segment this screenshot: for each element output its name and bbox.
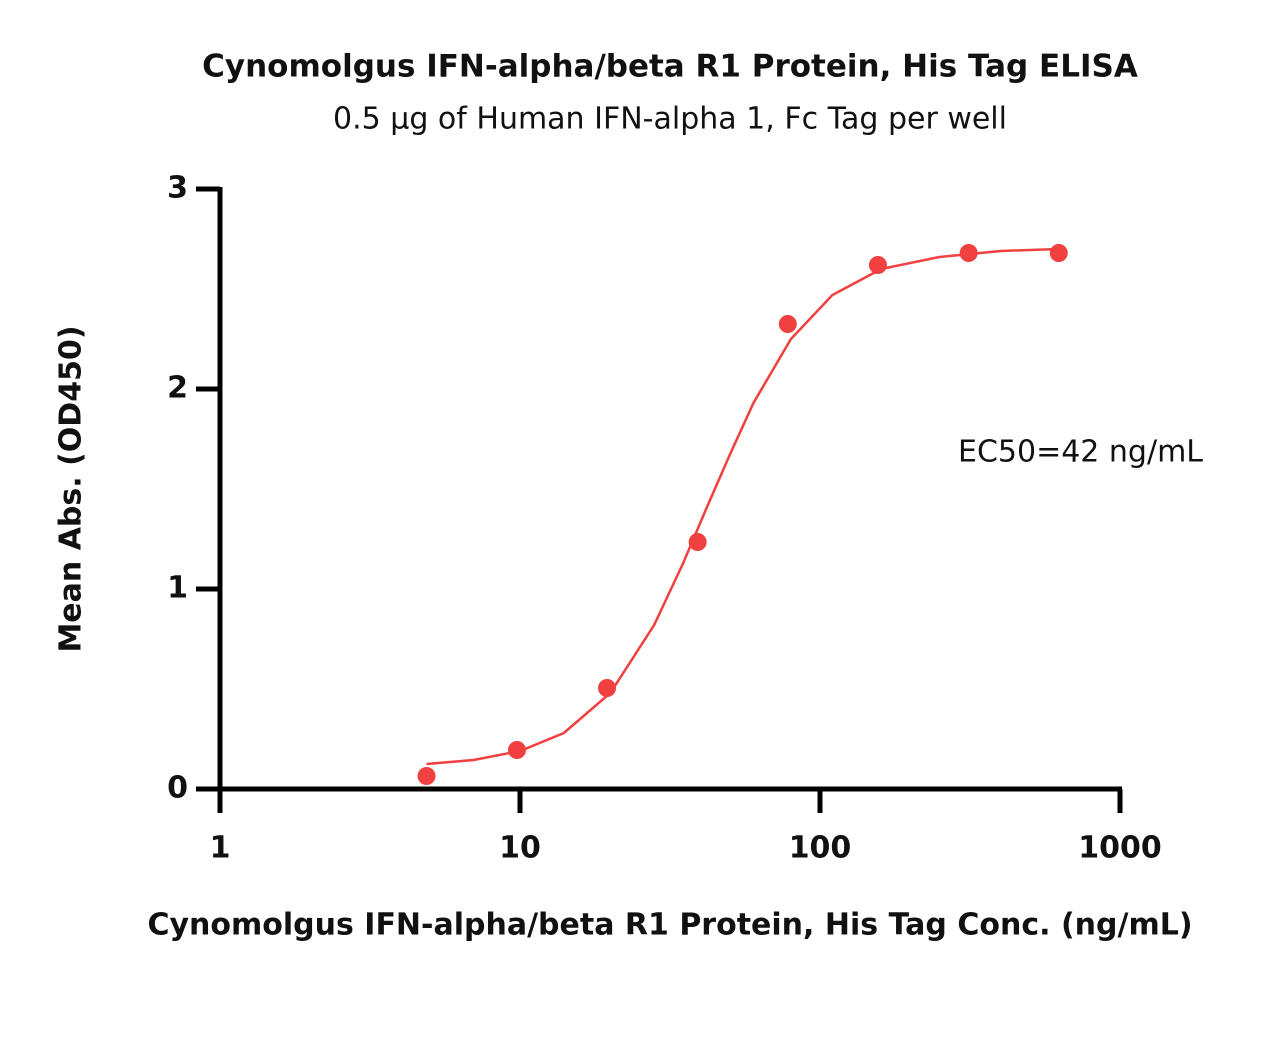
fit-curve	[426, 247, 1059, 766]
x-tick-label: 1	[210, 831, 231, 866]
data-point	[868, 256, 887, 274]
y-tick-label: 0	[167, 771, 188, 806]
y-tick-label: 3	[167, 171, 188, 206]
data-point	[959, 244, 978, 262]
data-point	[417, 767, 436, 785]
x-tick-label: 10	[499, 831, 541, 866]
chart-subtitle: 0.5 μg of Human IFN-alpha 1, Fc Tag per …	[333, 102, 1007, 137]
data-point	[688, 533, 707, 551]
x-tick-label: 100	[789, 831, 852, 866]
y-tick-label: 1	[167, 571, 188, 606]
data-point	[507, 741, 526, 759]
x-axis-label: Cynomolgus IFN-alpha/beta R1 Protein, Hi…	[147, 908, 1192, 943]
data-point	[1049, 244, 1068, 262]
x-tick-label: 1000	[1078, 831, 1162, 866]
y-axis-label: Mean Abs. (OD450)	[54, 325, 89, 652]
chart-title: Cynomolgus IFN-alpha/beta R1 Protein, Hi…	[202, 49, 1138, 85]
y-tick-label: 2	[167, 371, 188, 406]
annotation: EC50=42 ng/mL	[958, 435, 1203, 470]
data-point	[778, 315, 797, 333]
data-point	[598, 679, 617, 697]
